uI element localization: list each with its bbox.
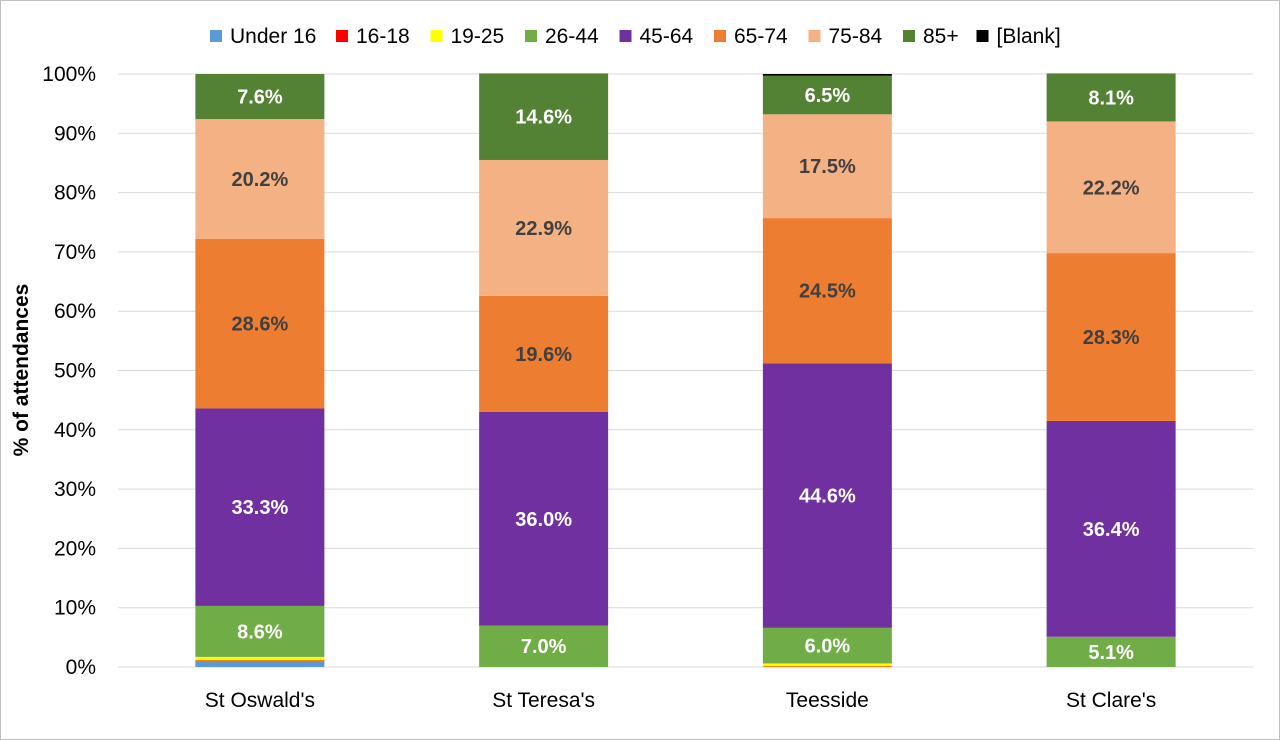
data-label: 8.1% [1088, 87, 1134, 109]
legend-swatch [976, 30, 989, 42]
legend-label: 19-25 [451, 25, 505, 48]
data-label: 8.6% [237, 621, 283, 643]
legend-label: 75-84 [829, 25, 883, 48]
legend-swatch [430, 30, 443, 42]
bar-segment [1046, 253, 1176, 421]
bar-segment [762, 666, 892, 667]
x-category-label: St Oswald's [205, 689, 315, 712]
legend-swatch [210, 30, 222, 42]
y-tick-label: 80% [54, 182, 96, 205]
data-label: 22.9% [515, 218, 572, 240]
x-axis-categories: St Oswald's St Teresa's Teesside St Clare's [205, 689, 1157, 712]
legend-item: 45-64 [619, 25, 694, 48]
bar-segment [195, 656, 325, 661]
bar-segment [195, 605, 325, 657]
y-tick-label: 0% [66, 656, 96, 679]
legend-label: 26-44 [545, 25, 599, 48]
legend-swatch [808, 30, 821, 42]
bar-segment [762, 74, 892, 76]
bar-segment [762, 363, 892, 628]
data-label: 36.4% [1083, 519, 1140, 541]
bar-segment [195, 74, 325, 120]
data-labels: 8.6% 7.0% 6.0% 5.1% 33.3% 36.0% 44.6% 36.4% 28.6… [232, 85, 1140, 664]
bar-segment [479, 625, 609, 667]
bar-segment [479, 295, 609, 413]
legend-item: 65-74 [714, 25, 788, 48]
data-label: 22.2% [1083, 177, 1140, 199]
y-tick-label: 70% [54, 241, 96, 264]
legend-swatch [903, 30, 915, 42]
legend-label: 85+ [923, 25, 959, 48]
bar-segment [479, 412, 609, 626]
bar-segment [195, 408, 325, 606]
y-tick-label: 90% [54, 122, 96, 145]
x-category-label: Teesside [786, 689, 869, 712]
bars [195, 73, 1176, 667]
data-label: 6.0% [805, 636, 851, 658]
bar-segment [1046, 73, 1176, 122]
bar-segment [195, 238, 325, 409]
bar-segment [195, 119, 325, 239]
legend-item: Under 16 [210, 25, 316, 48]
legend-item: 85+ [903, 25, 959, 48]
data-label: 28.3% [1083, 327, 1140, 349]
legend-item: 19-25 [430, 25, 505, 48]
legend-item: 16-18 [336, 25, 410, 48]
legend-swatch [336, 30, 348, 42]
data-label: 36.0% [515, 509, 572, 531]
bar-segment [762, 114, 892, 219]
legend-swatch [619, 30, 632, 42]
data-label: 24.5% [799, 281, 856, 303]
bar-segment [762, 663, 892, 667]
bar-segment [195, 660, 325, 662]
y-tick-label: 100% [42, 63, 96, 86]
bar-segment [1046, 420, 1176, 637]
y-tick-label: 30% [54, 478, 96, 501]
data-label: 20.2% [232, 169, 289, 191]
bar-segment [762, 218, 892, 364]
y-tick-label: 10% [54, 597, 96, 620]
legend-swatch [714, 30, 726, 42]
bar-segment [1046, 121, 1176, 254]
data-label: 17.5% [799, 156, 856, 178]
y-tick-label: 50% [54, 360, 96, 383]
x-category-label: St Teresa's [492, 689, 595, 712]
data-label: 6.5% [805, 85, 851, 107]
legend-item: [Blank] [976, 25, 1061, 48]
legend-label: 65-74 [734, 25, 788, 48]
legend-label: Under 16 [230, 25, 316, 48]
y-axis-ticks: 0% 10% 20% 30% 40% 50% 60% 70% 80% 90% 100% [42, 63, 96, 679]
y-axis-label: % of attendances [10, 284, 33, 457]
legend-label: [Blank] [997, 25, 1061, 48]
legend-item: 75-84 [808, 25, 883, 48]
x-category-label: St Clare's [1066, 689, 1156, 712]
legend: Under 16 16-18 19-25 26-44 45-64 65-74 75-84 85… [210, 25, 1061, 48]
data-label: 33.3% [232, 497, 289, 519]
legend-label: 45-64 [640, 25, 694, 48]
y-tick-label: 60% [54, 300, 96, 323]
data-label: 19.6% [515, 344, 572, 366]
data-label: 44.6% [799, 486, 856, 508]
data-label: 7.0% [521, 636, 567, 658]
bar-segment [762, 627, 892, 664]
bar-segment [762, 75, 892, 115]
bar-segment [479, 73, 609, 160]
y-tick-label: 40% [54, 419, 96, 442]
y-tick-label: 20% [54, 537, 96, 560]
data-label: 14.6% [515, 107, 572, 129]
legend-label: 16-18 [356, 25, 410, 48]
bar-segment [479, 159, 609, 296]
bar-segment [195, 661, 325, 667]
legend-swatch [525, 30, 537, 42]
bar-segment [1046, 636, 1176, 667]
data-label: 5.1% [1088, 642, 1134, 664]
legend-item: 26-44 [525, 25, 599, 48]
data-label: 7.6% [237, 87, 283, 109]
data-label: 28.6% [232, 314, 289, 336]
